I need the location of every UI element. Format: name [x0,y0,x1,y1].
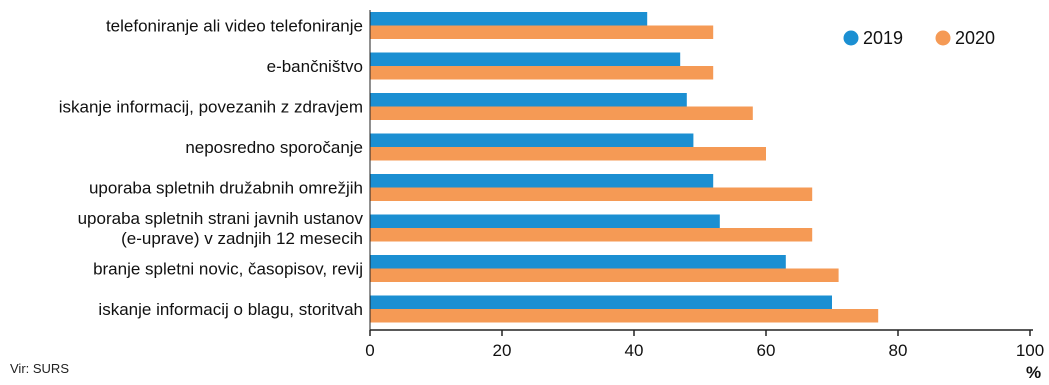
source-note: Vir: SURS [10,361,69,376]
category-label-6-line-2: (e-uprave) v zadnjih 12 mesecih [121,229,363,248]
category-label-4: neposredno sporočanje [185,138,363,157]
category-label-5: uporaba spletnih družabnih omrežjih [89,179,363,198]
bar-2019-4 [370,133,694,147]
bar-2020-1 [370,25,714,39]
bar-2020-2 [370,66,714,80]
category-label-1: telefoniranje ali video telefoniranje [106,17,363,36]
category-label-7: branje spletni novic, časopisov, revij [93,260,363,279]
x-tick-label-0: 0 [365,341,374,360]
bar-2020-5 [370,187,813,201]
bar-2020-8 [370,309,879,323]
legend-label-2020: 2020 [955,28,995,48]
bar-2020-7 [370,268,839,282]
category-label-2: e-bančništvo [267,57,363,76]
bar-2019-8 [370,295,832,309]
x-tick-label-20: 20 [493,341,512,360]
legend-label-2019: 2019 [863,28,903,48]
category-label-6-line-1: uporaba spletnih strani javnih ustanov [78,209,364,228]
x-tick-label-40: 40 [625,341,644,360]
x-tick-label-60: 60 [757,341,776,360]
x-unit-label: % [1026,363,1041,382]
bar-2020-3 [370,106,753,120]
bar-2019-6 [370,214,720,228]
category-label-3: iskanje informacij, povezanih z zdravjem [59,98,363,117]
bar-2019-1 [370,12,648,26]
bar-2019-3 [370,93,687,107]
legend-marker-2020 [935,30,951,46]
bar-2019-7 [370,255,786,269]
legend-marker-2019 [843,30,859,46]
bar-2020-4 [370,147,766,161]
x-tick-label-100: 100 [1016,341,1044,360]
category-label-8: iskanje informacij o blagu, storitvah [98,300,363,319]
x-tick-label-80: 80 [889,341,908,360]
bar-2020-6 [370,228,813,242]
bar-2019-2 [370,52,681,66]
bar-2019-5 [370,174,714,188]
